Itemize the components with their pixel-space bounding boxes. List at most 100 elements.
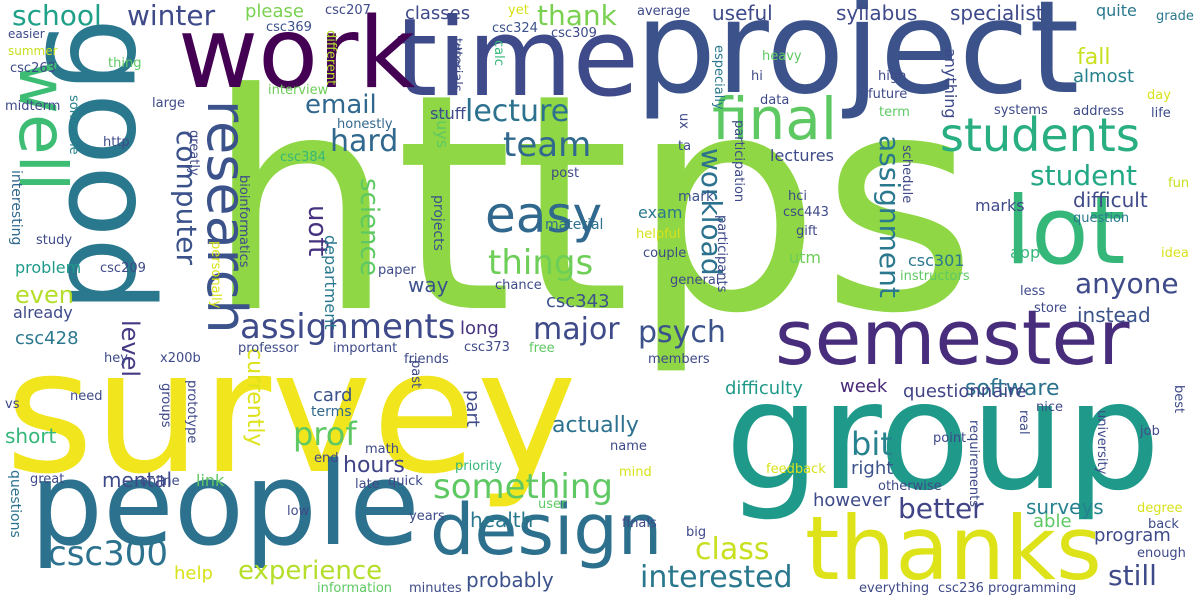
word: hard [330,124,399,159]
word: https [205,30,978,379]
word: csc343 [546,291,610,312]
word: still [1108,559,1157,592]
word: better [898,492,984,525]
word: email [305,90,377,120]
word: thank [537,0,617,32]
word: csc300 [48,534,168,574]
word: already [13,303,73,322]
word: calc [491,40,506,66]
word: groups [158,383,173,428]
word: long [460,318,499,339]
word: software [965,376,1060,401]
word: finals [622,516,657,531]
word: marks [975,196,1025,215]
word: csc443 [783,205,829,220]
word: program [1094,525,1171,546]
word: job [1140,424,1160,439]
word: midterm [5,99,61,114]
word: point [933,431,967,446]
word: enough [1137,546,1186,561]
word: link [196,471,225,490]
word: question [1073,211,1130,226]
word: science [354,178,384,276]
word: real [1016,410,1031,435]
word: projects [430,195,446,251]
word: bioinformatics [236,175,251,268]
word: especially [711,45,726,110]
word: lectures [770,146,834,165]
word: late [355,477,380,492]
word: yet [508,3,529,18]
word: free [529,341,555,356]
word: difficulty [725,378,803,399]
word: student [1030,159,1138,192]
word: please [245,1,304,22]
word: easier [8,27,45,41]
word: years [409,509,445,524]
word: name [610,439,647,454]
word: online [140,474,180,489]
word: card [313,385,353,406]
word: mental [102,468,173,492]
word: chance [495,278,542,293]
word: instructors [900,269,970,284]
word: programming [988,581,1077,596]
word: csc384 [280,150,326,165]
word: nice [1036,400,1063,415]
word: csc301 [908,251,965,270]
word: students [940,108,1140,162]
word: life [1151,106,1171,121]
word: questionnaire [903,381,1027,402]
word: csc263 [10,61,56,76]
word: difficult [1073,188,1148,212]
word: greatly [186,130,201,176]
word: csc207 [325,3,371,18]
word: survey [5,314,578,512]
word: right [851,458,894,479]
word: lot [1005,177,1126,286]
word: gift [796,224,818,239]
word: lecture [465,94,570,129]
word: classes [405,3,471,24]
word: couple [643,246,687,261]
word: app [1010,243,1041,262]
word: class [695,532,770,567]
word: personally [208,241,223,309]
word: grade [1156,9,1194,24]
word: group [725,350,1161,524]
word: post [551,166,580,181]
word: instead [1077,303,1151,327]
word: interesting [8,170,24,246]
word: thing [108,56,142,71]
word: problem [15,258,82,277]
word: everything [859,581,930,596]
word: someone [66,95,81,155]
word: syllabus [836,1,918,25]
word: easy [485,186,603,244]
word: major [533,312,620,347]
word: friends [404,352,449,367]
word: mark [678,189,715,205]
word: project [635,0,1080,123]
word: schedule [899,145,914,204]
word: big [686,525,707,540]
word: almost [1073,66,1135,87]
word: terms [311,404,352,420]
word: bit [851,425,893,463]
word: tutorials [449,38,464,92]
word: csc309 [551,26,597,41]
word: quick [388,474,423,489]
word: helpful [636,227,681,242]
word: heavy [762,49,802,64]
word: requirements [966,420,981,507]
word: specialist [950,1,1044,25]
word: health [470,508,534,532]
word: ta [678,139,692,154]
word: school [12,0,102,32]
word: even [15,281,74,309]
word: part [462,390,483,427]
word: time [395,0,640,121]
word: prof [293,415,357,453]
word: anything [941,48,960,119]
word: priority [455,459,502,474]
